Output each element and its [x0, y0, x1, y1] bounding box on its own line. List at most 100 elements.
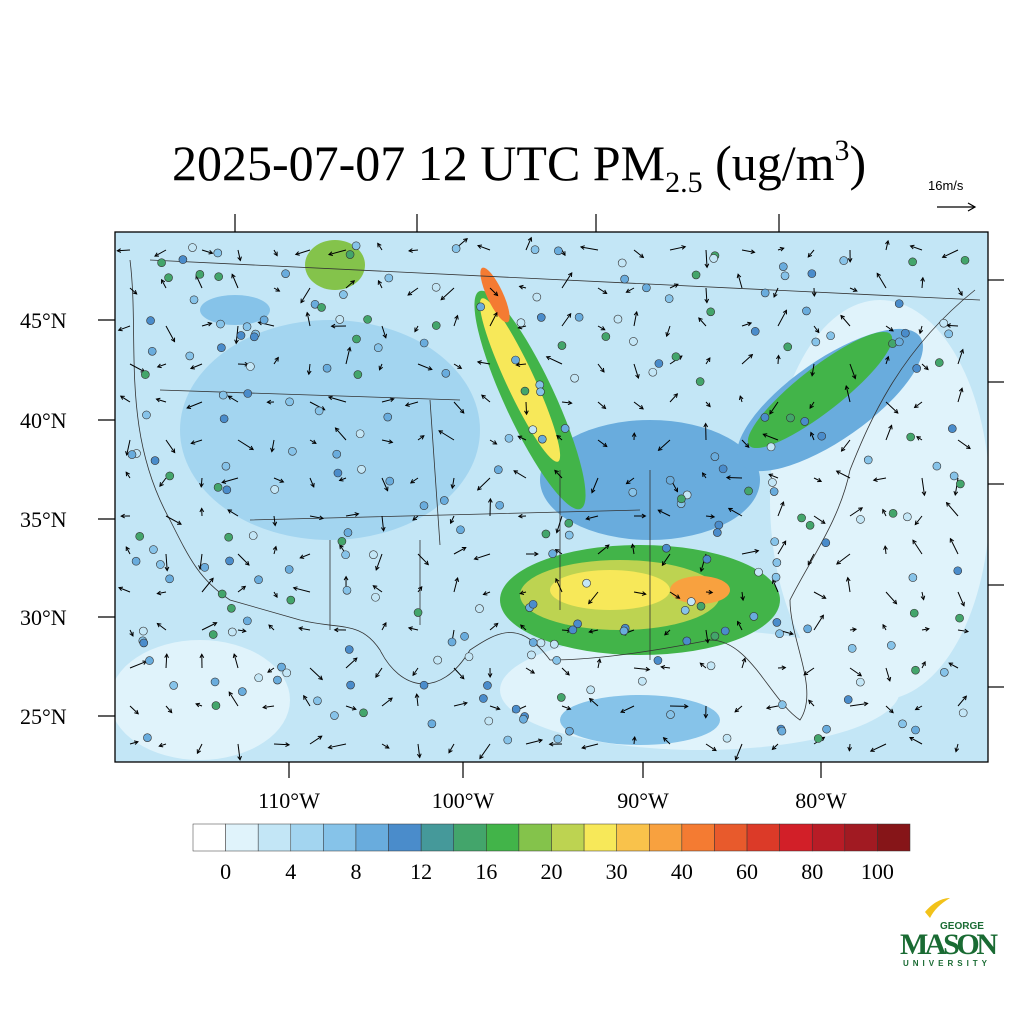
- station: [420, 502, 428, 510]
- station: [345, 646, 353, 654]
- station: [456, 526, 464, 534]
- station: [442, 369, 450, 377]
- station: [186, 352, 194, 360]
- station: [323, 364, 331, 372]
- station: [386, 477, 394, 485]
- station: [711, 453, 719, 461]
- station: [519, 715, 527, 723]
- lat-label: 45°N: [20, 308, 67, 333]
- station: [372, 593, 380, 601]
- station: [707, 662, 715, 670]
- colorbar-tick-label: 4: [285, 859, 296, 884]
- colorbar-tick-label: 80: [801, 859, 823, 884]
- station: [913, 364, 921, 372]
- station: [214, 249, 222, 257]
- station: [147, 317, 155, 325]
- station: [542, 530, 550, 538]
- station: [910, 609, 918, 617]
- station: [662, 544, 670, 552]
- station: [778, 727, 786, 735]
- station: [677, 495, 685, 503]
- station: [529, 638, 537, 646]
- station: [814, 734, 822, 742]
- title-main: 2025-07-07 12 UTC PM: [172, 135, 665, 191]
- station: [165, 274, 173, 282]
- station: [933, 462, 941, 470]
- station: [330, 712, 338, 720]
- station: [683, 637, 691, 645]
- station: [512, 705, 520, 713]
- station: [238, 688, 246, 696]
- station: [723, 734, 731, 742]
- lon-label: 110°W: [258, 788, 320, 813]
- colorbar-tick-label: 12: [410, 859, 432, 884]
- station: [357, 465, 365, 473]
- station: [887, 641, 895, 649]
- station: [465, 653, 473, 661]
- station: [558, 342, 566, 350]
- colorbar-swatch: [226, 824, 259, 851]
- wind-reference-arrow: [937, 203, 975, 211]
- station: [346, 251, 354, 259]
- station: [692, 271, 700, 279]
- station: [255, 674, 263, 682]
- station: [767, 443, 775, 451]
- station: [374, 344, 382, 352]
- station: [844, 696, 852, 704]
- station: [384, 413, 392, 421]
- station: [529, 426, 537, 434]
- station: [533, 293, 541, 301]
- station: [139, 627, 147, 635]
- station: [614, 315, 622, 323]
- station: [344, 529, 352, 537]
- station: [243, 617, 251, 625]
- station: [352, 242, 360, 250]
- station: [778, 701, 786, 709]
- station: [750, 612, 758, 620]
- station: [521, 387, 529, 395]
- station: [549, 550, 557, 558]
- station: [271, 485, 279, 493]
- station: [505, 434, 513, 442]
- station: [665, 295, 673, 303]
- station: [822, 539, 830, 547]
- station: [801, 417, 809, 425]
- station: [420, 339, 428, 347]
- station: [703, 555, 711, 563]
- station: [145, 657, 153, 665]
- station: [618, 259, 626, 267]
- lat-label: 35°N: [20, 507, 67, 532]
- station: [209, 631, 217, 639]
- station: [250, 333, 258, 341]
- station: [249, 532, 257, 540]
- station: [347, 681, 355, 689]
- station: [687, 598, 695, 606]
- station: [414, 609, 422, 617]
- station: [141, 371, 149, 379]
- station: [802, 307, 810, 315]
- station: [761, 289, 769, 297]
- station: [227, 604, 235, 612]
- colorbar-tick-label: 100: [861, 859, 894, 884]
- station: [339, 291, 347, 299]
- station: [959, 709, 967, 717]
- station: [170, 681, 178, 689]
- colorbar-swatch: [519, 824, 552, 851]
- colorbar-swatch: [323, 824, 356, 851]
- station: [219, 391, 227, 399]
- station: [909, 574, 917, 582]
- station: [273, 676, 281, 684]
- colorbar-swatch: [193, 824, 226, 851]
- colorbar-swatch: [714, 824, 747, 851]
- station: [214, 483, 222, 491]
- station: [527, 651, 535, 659]
- station: [286, 398, 294, 406]
- station: [537, 639, 545, 647]
- station: [216, 320, 224, 328]
- colorbar-swatch: [682, 824, 715, 851]
- station: [895, 300, 903, 308]
- colorbar-tick-label: 40: [671, 859, 693, 884]
- station: [812, 338, 820, 346]
- station: [697, 602, 705, 610]
